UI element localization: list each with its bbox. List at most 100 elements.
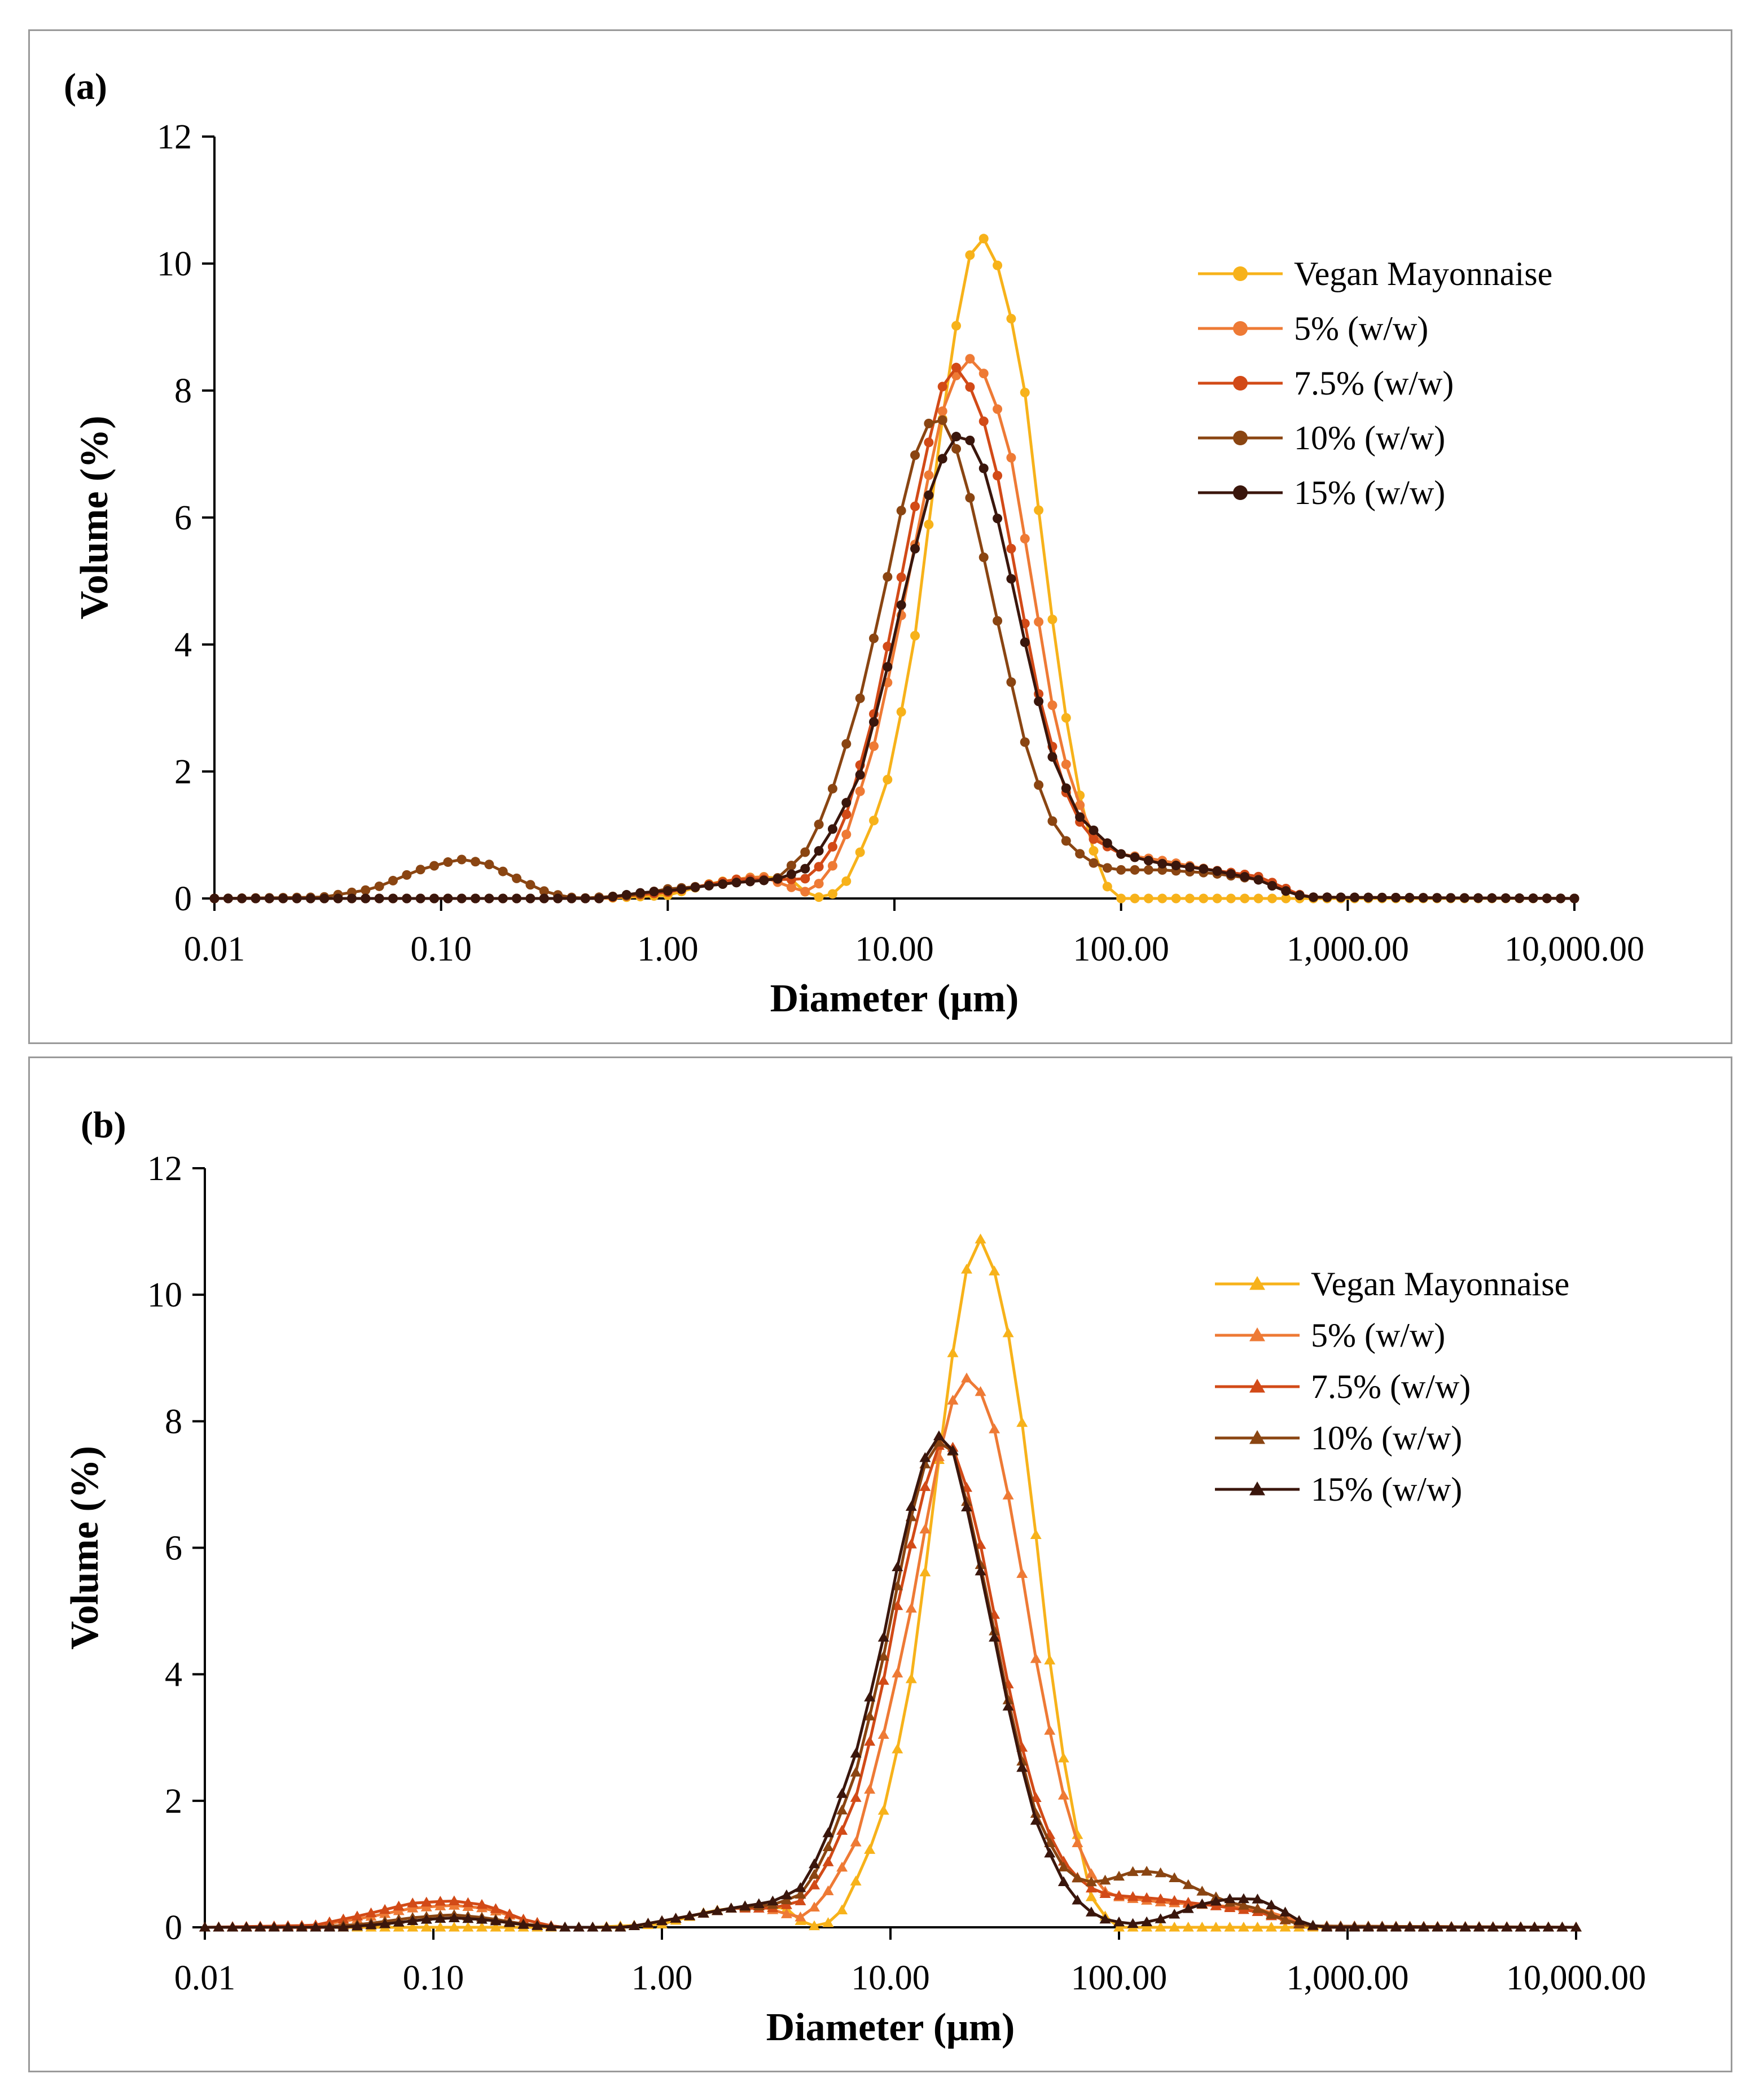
data-point [1267,893,1277,904]
data-point [841,739,852,749]
y-tick-label: 2 [165,1782,182,1821]
data-point [919,1523,931,1534]
data-point [361,885,371,895]
data-point [978,552,989,562]
x-tick-label: 100.00 [1073,930,1169,968]
data-point [814,879,824,889]
data-point [827,841,837,852]
legend-item: 7.5% (w/w) [1215,1368,1471,1405]
data-point [1335,1922,1346,1932]
data-point [594,893,604,904]
series-line [204,1444,1577,1929]
data-point [892,1561,903,1572]
data-point [1143,865,1153,875]
data-point [1141,1916,1153,1927]
data-point [965,435,975,445]
data-point [490,1915,502,1926]
data-point [896,506,906,516]
data-point [989,1423,1001,1433]
y-tick-label: 6 [165,1529,182,1568]
data-point [1459,893,1469,903]
data-point [471,857,481,867]
data-point [429,861,439,871]
data-point [850,1766,862,1777]
data-point [635,888,646,898]
y-tick-label: 4 [174,626,192,664]
legend-marker [1233,376,1248,391]
data-point [1157,893,1168,904]
data-point [978,463,989,474]
data-point [850,1875,862,1886]
data-point [1020,533,1030,543]
data-point [1155,1922,1166,1932]
data-point [517,1919,529,1929]
data-point [365,1919,377,1930]
data-point [662,886,673,896]
data-point [1446,893,1456,903]
data-point [989,1632,1001,1642]
data-point [1210,1895,1222,1906]
chart-panel-a: (a) 0 2 4 6 8 10 12 0.01 0.10 1.00 10.00 100.00 1,000… [28,29,1732,1044]
data-point [841,829,852,839]
data-point [836,1904,848,1914]
data-point [227,1922,239,1932]
data-point [961,1496,972,1506]
series-4 [209,432,1579,904]
data-point [223,893,233,904]
data-point [1226,869,1236,879]
data-point [947,1347,959,1357]
data-point [199,1922,210,1932]
data-point [975,1559,986,1569]
data-point [961,1264,972,1274]
data-point [374,881,384,891]
y-tick-label: 8 [165,1402,182,1441]
y-tick-label: 0 [174,880,192,918]
data-point [937,415,947,425]
data-point [539,893,549,904]
series-2 [199,1440,1582,1932]
data-point [1075,812,1085,822]
x-tick-label: 0.10 [403,1959,464,1997]
panel-label: (b) [81,1104,126,1146]
data-point [809,1858,820,1869]
data-point [814,892,824,902]
data-point [1169,1895,1181,1905]
data-point [1266,1909,1277,1919]
data-point [800,847,810,857]
data-point [379,1918,391,1928]
data-point [759,875,769,885]
data-point [1487,893,1497,903]
data-point [1113,1916,1125,1927]
data-point [718,879,728,889]
data-point [892,1667,903,1678]
data-point [975,1233,986,1244]
data-point [1252,1893,1263,1904]
data-point [965,382,975,392]
data-point [1376,1922,1388,1932]
data-point [786,869,796,879]
data-point [836,1804,848,1814]
data-point [809,1920,820,1931]
data-point [1057,1861,1069,1871]
data-point [1253,875,1263,885]
data-point [704,880,714,891]
data-point [407,1915,419,1926]
data-point [933,1436,945,1447]
data-point [407,1902,419,1913]
data-point [697,1908,709,1918]
data-point [841,876,852,886]
data-point [951,321,962,331]
data-point [814,819,824,830]
data-point [910,630,920,641]
data-point [1030,1653,1042,1663]
data-point [677,884,687,894]
data-point [1061,759,1071,769]
data-point [989,1265,1001,1275]
data-point [883,774,893,784]
data-point [323,1922,335,1932]
data-point [1006,453,1016,463]
data-point [1020,637,1030,647]
data-point [1350,892,1360,902]
data-point [1363,892,1374,902]
chart-a-svg: (a) 0 2 4 6 8 10 12 0.01 0.10 1.00 10.00 100.00 1,000… [64,66,1644,1020]
